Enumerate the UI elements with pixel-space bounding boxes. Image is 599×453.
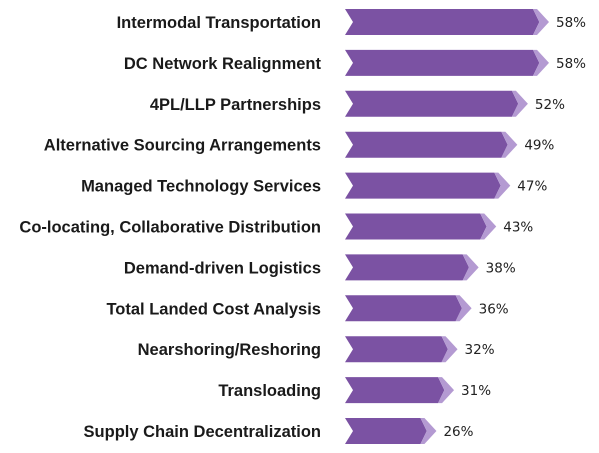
bar-tip (533, 49, 549, 76)
bar-tip (511, 90, 528, 117)
value-label: 58% (556, 15, 586, 31)
bar-tip (455, 295, 472, 322)
value-label: 38% (486, 260, 516, 276)
category-label: Alternative Sourcing Arrangements (44, 137, 321, 155)
bars (345, 9, 549, 444)
bar-tip (494, 172, 511, 199)
bar (345, 9, 540, 35)
category-label: Demand-driven Logistics (124, 259, 321, 277)
category-label: Managed Technology Services (81, 178, 321, 196)
value-label: 52% (535, 97, 565, 113)
value-label: 47% (517, 179, 547, 195)
bar-tip (533, 9, 549, 35)
category-label: Total Landed Cost Analysis (106, 300, 321, 318)
bar (345, 295, 462, 322)
value-label: 58% (556, 56, 586, 72)
value-label: 32% (465, 342, 495, 358)
bar-tip (480, 213, 497, 240)
bar (345, 254, 469, 281)
category-label: DC Network Realignment (124, 55, 322, 73)
category-label: Nearshoring/Reshoring (138, 341, 321, 359)
category-label: Co-locating, Collaborative Distribution (19, 219, 321, 237)
category-labels: Intermodal Transportation DC Network Real… (19, 14, 321, 441)
value-labels: 58% 58% 52% 49% 47% 43% 38% 36% 32% 31% 26% (443, 15, 586, 440)
value-label: 26% (443, 424, 473, 440)
bar-tip (501, 131, 518, 158)
value-label: 49% (524, 138, 554, 154)
bar (345, 131, 508, 158)
bar (345, 336, 448, 363)
category-label: Intermodal Transportation (117, 14, 321, 32)
category-label: Transloading (218, 382, 321, 400)
category-label: 4PL/LLP Partnerships (150, 96, 321, 114)
bar-tip (438, 377, 455, 404)
bar (345, 418, 427, 444)
bar (345, 172, 501, 199)
bar (345, 49, 540, 76)
value-label: 36% (479, 301, 509, 317)
bar (345, 213, 487, 240)
category-label: Supply Chain Decentralization (84, 423, 321, 441)
value-label: 31% (461, 383, 491, 399)
value-label: 43% (503, 220, 533, 236)
bar (345, 90, 519, 117)
bar-tip (462, 254, 479, 281)
bar-tip (441, 336, 458, 363)
bar-tip (420, 418, 437, 444)
bar (345, 377, 445, 404)
